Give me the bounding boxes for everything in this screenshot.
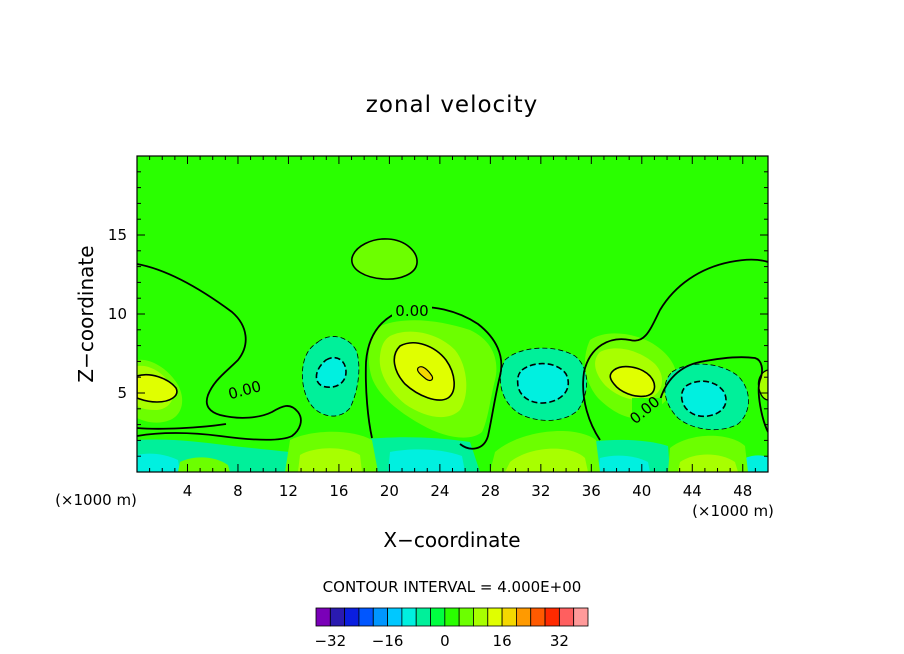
lower-band-cyan-2 — [388, 449, 465, 472]
colorbar-swatch — [329, 607, 346, 627]
upper-jet-region — [351, 238, 418, 280]
colorbar-labels: −32 −16 0 16 32 — [314, 632, 568, 650]
colorbar-label: 0 — [440, 632, 450, 650]
colorbar-swatch — [344, 607, 360, 627]
chart-title: zonal velocity — [366, 92, 538, 118]
colorbar-label: 16 — [493, 632, 512, 650]
colorbar-swatch — [444, 607, 460, 627]
x-tick-label: 4 — [183, 482, 193, 500]
colorbar-swatch — [430, 607, 446, 627]
colorbar-label: −16 — [372, 632, 404, 650]
x-tick-label: 12 — [279, 482, 298, 500]
left-positive-inner — [137, 373, 178, 403]
colorbar-swatch — [530, 607, 546, 627]
lower-band-cyan-1 — [137, 453, 180, 472]
x-axis: 4 8 12 16 20 24 28 32 36 40 44 48 — [149, 156, 756, 500]
colorbar-swatch — [516, 607, 532, 627]
x-tick-label: 8 — [233, 482, 243, 500]
colorbar-swatch — [558, 607, 575, 627]
colorbar-label: −32 — [314, 632, 346, 650]
x-tick-label: 44 — [683, 482, 702, 500]
colorbar-swatch — [315, 607, 331, 627]
right-positive-inner — [609, 365, 656, 398]
lower-positive-4 — [178, 457, 230, 472]
zero-contour-left-lower — [137, 423, 227, 430]
x-tick-label: 28 — [481, 482, 500, 500]
x-tick-label: 48 — [733, 482, 752, 500]
x-tick-label: 20 — [380, 482, 399, 500]
x-tick-label: 16 — [329, 482, 348, 500]
y-tick-label: 15 — [108, 226, 127, 244]
zero-contour-right — [582, 258, 768, 441]
x-tick-label: 32 — [531, 482, 550, 500]
colorbar-swatch — [487, 607, 503, 627]
colorbar-swatch — [372, 607, 388, 627]
lower-band-cyan-4 — [742, 455, 768, 472]
contour-label-bg-3 — [632, 398, 662, 424]
left-negative-inner — [315, 356, 347, 388]
zero-contour-right-2 — [659, 356, 768, 433]
contour-label-bg-1 — [392, 303, 432, 317]
y-axis-title: Z−coordinate — [74, 245, 98, 382]
right-negative-inner — [680, 380, 727, 418]
colorbar-swatch — [473, 607, 489, 627]
x-axis-title: X−coordinate — [383, 528, 520, 552]
contour-plot-area — [137, 156, 768, 472]
x-tick-label: 36 — [582, 482, 601, 500]
y-axis: 5 10 15 — [108, 171, 768, 457]
x-tick-label: 24 — [430, 482, 449, 500]
lower-positive-1b — [298, 448, 362, 472]
x-unit-left: (×1000 m) — [55, 491, 137, 509]
zero-contour-left — [137, 263, 302, 441]
colorbar-swatch — [544, 607, 560, 627]
y-tick-label: 10 — [108, 305, 127, 323]
colorbar-swatch — [501, 607, 517, 627]
colorbar-swatch — [387, 607, 403, 627]
center-negative-inner — [516, 362, 570, 404]
colorbar-swatch — [458, 607, 474, 627]
y-tick-label: 5 — [117, 384, 127, 402]
zero-contour-center — [364, 306, 503, 450]
contour-label-zero: 0.00 — [395, 302, 428, 320]
lower-positive-3b — [678, 454, 738, 472]
lower-positive-2b — [505, 448, 588, 472]
contour-label-bg-2 — [228, 380, 264, 396]
x-tick-label: 40 — [632, 482, 651, 500]
colorbar-swatch — [358, 607, 374, 627]
colorbar-swatch — [415, 607, 431, 627]
contour-interval-text: CONTOUR INTERVAL = 4.000E+00 — [323, 578, 582, 596]
center-positive-core — [416, 366, 434, 382]
colorbar-swatch — [401, 607, 417, 627]
colorbar — [315, 607, 589, 627]
x-unit-right: (×1000 m) — [692, 502, 774, 520]
lower-band-cyan-3 — [598, 455, 650, 472]
colorbar-label: 32 — [550, 632, 569, 650]
colorbar-swatch — [573, 607, 589, 627]
